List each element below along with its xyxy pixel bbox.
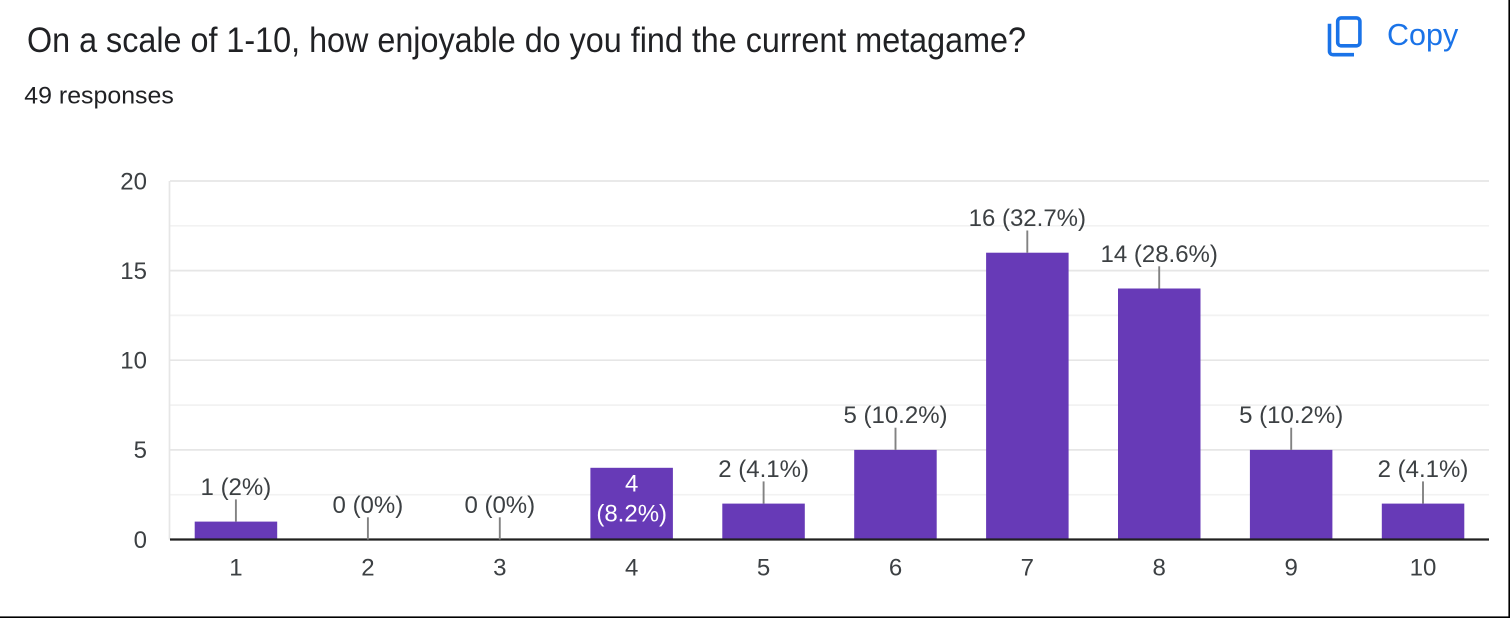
svg-text:14 (28.6%): 14 (28.6%): [1100, 241, 1217, 268]
svg-text:7: 7: [1021, 555, 1034, 582]
svg-text:1: 1: [229, 555, 242, 582]
svg-text:10: 10: [1410, 555, 1437, 582]
svg-text:2: 2: [361, 555, 374, 582]
svg-text:4: 4: [625, 555, 638, 582]
svg-text:5: 5: [134, 437, 147, 464]
svg-text:2 (4.1%): 2 (4.1%): [718, 456, 809, 483]
svg-text:0 (0%): 0 (0%): [333, 492, 404, 519]
svg-text:(8.2%): (8.2%): [596, 501, 667, 528]
svg-text:Copy: Copy: [1387, 18, 1459, 52]
svg-text:10: 10: [120, 348, 147, 375]
svg-text:20: 20: [120, 168, 147, 195]
svg-text:5: 5: [757, 555, 770, 582]
svg-text:0 (0%): 0 (0%): [464, 492, 535, 519]
svg-text:16 (32.7%): 16 (32.7%): [969, 205, 1086, 232]
svg-text:9: 9: [1285, 555, 1298, 582]
svg-text:1 (2%): 1 (2%): [201, 474, 272, 501]
svg-text:2 (4.1%): 2 (4.1%): [1378, 456, 1469, 483]
svg-text:49 responses: 49 responses: [24, 83, 173, 110]
svg-text:3: 3: [493, 555, 506, 582]
svg-text:8: 8: [1153, 555, 1166, 582]
svg-text:0: 0: [134, 527, 147, 554]
svg-text:6: 6: [889, 555, 902, 582]
svg-text:On a scale of 1-10, how enjoya: On a scale of 1-10, how enjoyable do you…: [27, 20, 1026, 60]
svg-text:15: 15: [120, 258, 147, 285]
svg-text:5 (10.2%): 5 (10.2%): [1239, 402, 1343, 429]
svg-text:5 (10.2%): 5 (10.2%): [843, 402, 947, 429]
svg-text:4: 4: [625, 471, 638, 498]
